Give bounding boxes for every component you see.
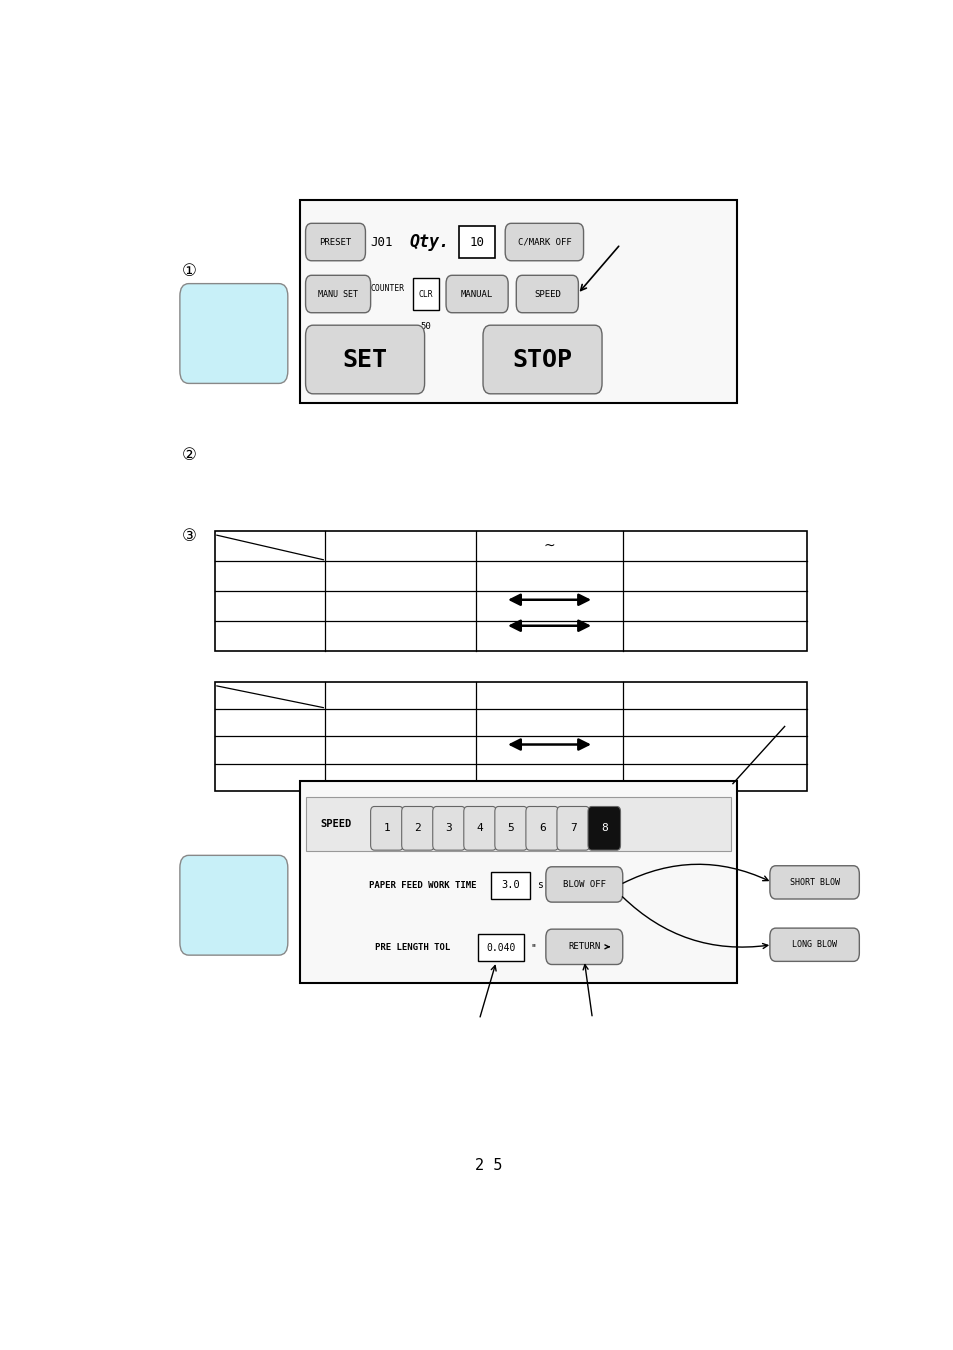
FancyBboxPatch shape: [305, 325, 424, 394]
Text: s: s: [537, 880, 542, 891]
FancyBboxPatch shape: [305, 275, 370, 313]
Text: CLR: CLR: [418, 289, 433, 298]
Bar: [306, 796, 730, 852]
FancyBboxPatch shape: [516, 275, 578, 313]
Bar: [491, 872, 529, 899]
Text: 5: 5: [507, 824, 514, 833]
FancyBboxPatch shape: [505, 223, 583, 261]
Text: 6: 6: [538, 824, 545, 833]
FancyBboxPatch shape: [495, 806, 527, 850]
Text: 3: 3: [445, 824, 452, 833]
Text: ③: ③: [182, 528, 196, 545]
FancyBboxPatch shape: [305, 223, 365, 261]
Text: ": ": [530, 942, 536, 953]
Text: 50: 50: [420, 321, 431, 331]
Text: PRE LENGTH TOL: PRE LENGTH TOL: [375, 944, 450, 952]
Text: 8: 8: [600, 824, 607, 833]
FancyBboxPatch shape: [557, 806, 589, 850]
Text: SET: SET: [342, 347, 387, 371]
Text: PAPER FEED WORK TIME: PAPER FEED WORK TIME: [368, 882, 476, 890]
Text: ②: ②: [182, 446, 196, 464]
Bar: [215, 682, 806, 791]
FancyBboxPatch shape: [525, 806, 558, 850]
FancyBboxPatch shape: [446, 275, 508, 313]
FancyBboxPatch shape: [180, 284, 288, 383]
FancyBboxPatch shape: [370, 806, 403, 850]
Bar: [300, 200, 736, 404]
Text: COUNTER: COUNTER: [370, 285, 404, 293]
Text: MANUAL: MANUAL: [460, 289, 493, 298]
Text: SHORT BLOW: SHORT BLOW: [789, 878, 839, 887]
FancyBboxPatch shape: [545, 867, 622, 902]
Text: 2 5: 2 5: [475, 1157, 502, 1173]
Text: 1: 1: [383, 824, 390, 833]
Bar: [215, 531, 806, 651]
Text: SPEED: SPEED: [320, 819, 351, 829]
Text: Qty.: Qty.: [410, 234, 449, 251]
FancyBboxPatch shape: [769, 927, 859, 961]
Text: LONG BLOW: LONG BLOW: [791, 940, 836, 949]
Text: 10: 10: [469, 235, 484, 248]
FancyBboxPatch shape: [482, 325, 601, 394]
FancyBboxPatch shape: [401, 806, 434, 850]
Text: ~: ~: [543, 539, 555, 553]
FancyBboxPatch shape: [545, 929, 622, 964]
Text: BLOW OFF: BLOW OFF: [562, 880, 605, 888]
FancyBboxPatch shape: [433, 806, 465, 850]
FancyBboxPatch shape: [587, 806, 619, 850]
Bar: [300, 780, 736, 983]
Text: 2: 2: [415, 824, 421, 833]
Text: MANU SET: MANU SET: [317, 289, 357, 298]
Text: ①: ①: [182, 262, 196, 281]
Text: J01: J01: [370, 235, 393, 248]
Text: PRESET: PRESET: [319, 238, 352, 247]
Text: C/MARK OFF: C/MARK OFF: [517, 238, 571, 247]
FancyBboxPatch shape: [463, 806, 496, 850]
Text: 3.0: 3.0: [500, 880, 519, 891]
Bar: [477, 934, 523, 961]
FancyBboxPatch shape: [769, 865, 859, 899]
Text: 4: 4: [476, 824, 483, 833]
Bar: [459, 227, 495, 258]
Text: 7: 7: [569, 824, 576, 833]
Text: 0.040: 0.040: [486, 942, 515, 953]
Text: STOP: STOP: [512, 347, 572, 371]
Text: SPEED: SPEED: [534, 289, 560, 298]
Bar: [413, 278, 439, 309]
FancyBboxPatch shape: [180, 856, 288, 956]
Text: RETURN: RETURN: [568, 942, 599, 952]
